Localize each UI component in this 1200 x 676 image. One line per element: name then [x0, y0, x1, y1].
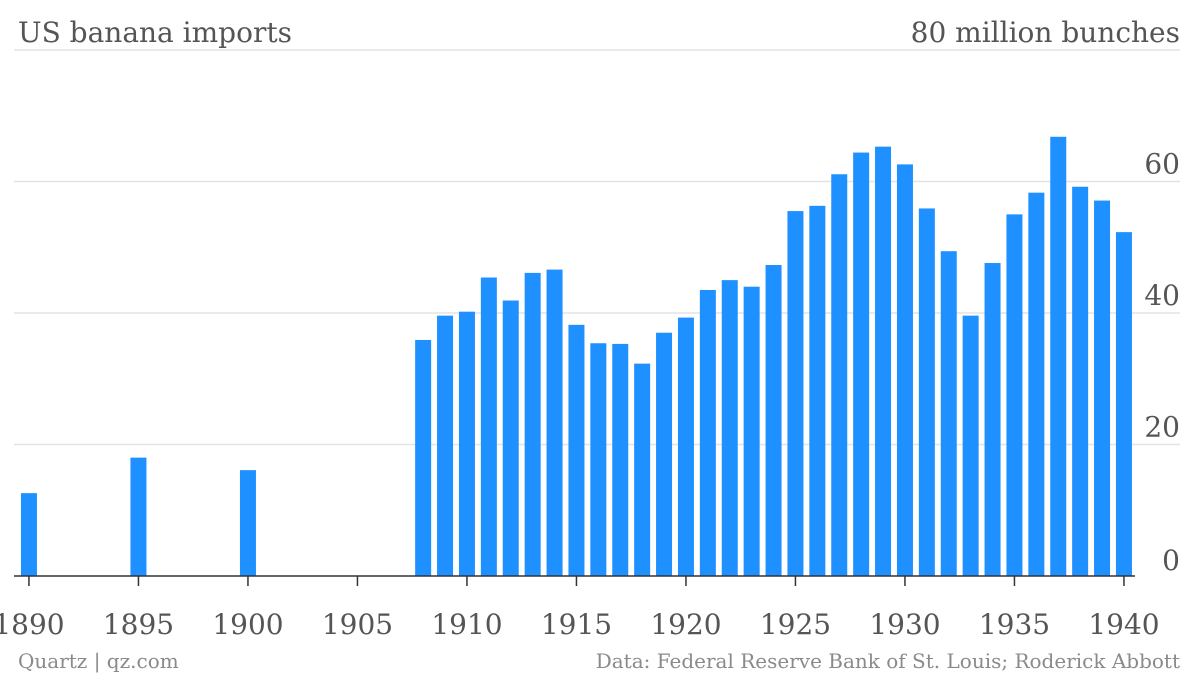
bar-1931: [918, 208, 935, 576]
y-axis-ticks: 0 20 40 60: [1144, 148, 1180, 578]
chart-title: US banana imports: [18, 16, 292, 49]
bar-1914: [546, 269, 563, 576]
x-tick-label-1925: 1925: [760, 608, 831, 641]
y-tick-label-40: 40: [1144, 279, 1180, 312]
bar-1911: [480, 277, 497, 576]
unit-label: 80 million bunches: [911, 16, 1180, 49]
bar-1917: [612, 343, 629, 576]
x-tick-label-1905: 1905: [322, 608, 393, 641]
bar-1912: [502, 300, 519, 576]
bar-1929: [875, 146, 892, 576]
bar-1927: [831, 174, 848, 576]
bar-1915: [568, 324, 585, 576]
bar-1937: [1050, 136, 1067, 577]
bar-1933: [962, 315, 979, 576]
y-tick-label-60: 60: [1144, 148, 1180, 181]
bar-1939: [1094, 200, 1111, 576]
footer-source: Quartz | qz.com: [18, 649, 179, 674]
x-tick-label-1890: 1890: [0, 608, 65, 641]
bar-1928: [853, 152, 870, 576]
bar-1936: [1028, 192, 1045, 577]
x-tick-label-1900: 1900: [212, 608, 283, 641]
bar-1926: [809, 205, 826, 576]
bar-1938: [1072, 186, 1089, 576]
bar-1909: [437, 315, 454, 576]
x-tick-label-1895: 1895: [103, 608, 174, 641]
bar-1920: [677, 317, 694, 576]
bars: [20, 136, 1132, 577]
bar-1934: [984, 263, 1001, 576]
bar-1930: [896, 164, 913, 576]
bar-1921: [699, 289, 716, 576]
bar-1924: [765, 265, 782, 576]
bar-1919: [656, 332, 673, 576]
x-tick-label-1920: 1920: [650, 608, 721, 641]
bar-1940: [1115, 232, 1132, 576]
x-axis-ticks: 1890 1895 1900 1905 1910 1915 1920 1925 1930 1935…: [0, 576, 1160, 641]
bar-1922: [721, 280, 738, 576]
bar-1913: [524, 272, 541, 576]
bar-1923: [743, 286, 760, 576]
x-tick-label-1930: 1930: [869, 608, 940, 641]
bar-1925: [787, 211, 804, 576]
bar-1935: [1006, 214, 1023, 576]
bar-1910: [458, 311, 475, 576]
bar-1932: [940, 251, 957, 576]
x-tick-label-1940: 1940: [1088, 608, 1159, 641]
bar-1890: [20, 493, 37, 576]
bar-1918: [634, 363, 651, 576]
bar-1900: [239, 470, 256, 576]
footer-credit: Data: Federal Reserve Bank of St. Louis;…: [596, 649, 1180, 673]
y-tick-label-20: 20: [1144, 411, 1180, 444]
x-tick-label-1935: 1935: [979, 608, 1050, 641]
bar-1916: [590, 343, 607, 576]
x-tick-label-1910: 1910: [431, 608, 502, 641]
y-tick-label-0: 0: [1162, 544, 1180, 577]
bar-1908: [415, 339, 432, 576]
x-tick-label-1915: 1915: [541, 608, 612, 641]
bar-1895: [130, 457, 147, 576]
